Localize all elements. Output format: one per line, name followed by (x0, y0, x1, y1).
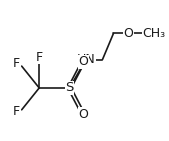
Text: F: F (36, 51, 43, 64)
Text: HN: HN (77, 53, 95, 66)
Text: F: F (13, 57, 20, 70)
Text: O: O (124, 27, 134, 40)
Text: S: S (65, 81, 74, 94)
Text: O: O (78, 55, 88, 68)
Text: F: F (13, 105, 20, 118)
Text: CH₃: CH₃ (142, 27, 165, 40)
Text: O: O (78, 108, 88, 121)
